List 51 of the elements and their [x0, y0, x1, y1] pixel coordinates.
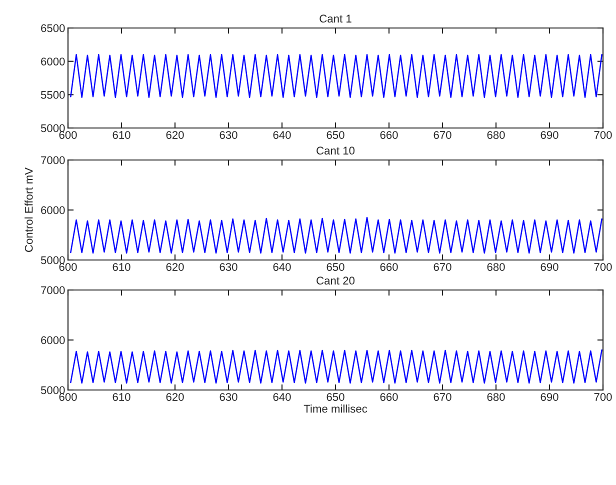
y-tick-label: 5000 — [40, 124, 65, 132]
y-tick-label: 6000 — [41, 206, 65, 214]
x-tick-label: 670 — [434, 263, 452, 271]
x-tick-label: 650 — [326, 131, 344, 139]
x-tick-label: 620 — [166, 393, 184, 401]
x-tick-label: 650 — [326, 393, 344, 401]
x-tick-label: 600 — [59, 131, 77, 139]
x-tick-label: 680 — [487, 131, 505, 139]
x-tick-label: 610 — [112, 131, 130, 139]
line-series — [70, 216, 602, 254]
x-tick-label: 620 — [166, 131, 184, 139]
x-tick-label: 700 — [594, 131, 612, 139]
y-tick-label: 6000 — [41, 336, 65, 344]
line-series — [70, 349, 602, 384]
x-tick-label: 690 — [540, 263, 558, 271]
x-tick-label: 690 — [540, 393, 558, 401]
x-tick-label: 630 — [220, 263, 238, 271]
y-tick-label: 6500 — [41, 24, 65, 32]
x-tick-label: 600 — [59, 393, 77, 401]
chart-title: Cant 20 — [316, 276, 355, 285]
x-tick-label: 660 — [380, 393, 398, 401]
x-tick-label: 630 — [220, 131, 238, 139]
x-tick-label: 700 — [594, 393, 612, 401]
x-tick-label: 660 — [380, 131, 398, 139]
x-tick-label: 640 — [273, 263, 291, 271]
x-tick-label: 610 — [112, 393, 130, 401]
x-tick-label: 670 — [434, 393, 452, 401]
x-tick-label: 630 — [220, 393, 238, 401]
x-tick-label: 660 — [380, 263, 398, 271]
x-tick-label: 600 — [59, 263, 77, 271]
chart-title: Cant 10 — [316, 146, 355, 155]
x-tick-label: 690 — [540, 131, 558, 139]
y-tick-label: 6000 — [41, 58, 65, 66]
y-tick-label: 7000 — [41, 156, 65, 164]
y-axis-title: Control Effort mV — [24, 168, 33, 252]
x-tick-label: 650 — [326, 263, 344, 271]
x-tick-label: 670 — [434, 131, 452, 139]
chart-title: Cant 1 — [320, 14, 352, 23]
x-tick-label: 640 — [273, 131, 291, 139]
x-tick-label: 680 — [487, 393, 505, 401]
y-tick-label: 5000 — [40, 256, 65, 264]
x-tick-label: 620 — [166, 263, 184, 271]
y-tick-label: 5000 — [40, 386, 65, 394]
x-tick-label: 640 — [273, 393, 291, 401]
x-tick-label: 700 — [594, 263, 612, 271]
line-series — [70, 54, 602, 98]
x-axis-title: Time millisec — [304, 404, 368, 413]
x-tick-label: 610 — [112, 263, 130, 271]
x-tick-label: 680 — [487, 263, 505, 271]
y-tick-label: 7000 — [41, 286, 65, 294]
y-tick-label: 5500 — [40, 90, 65, 99]
